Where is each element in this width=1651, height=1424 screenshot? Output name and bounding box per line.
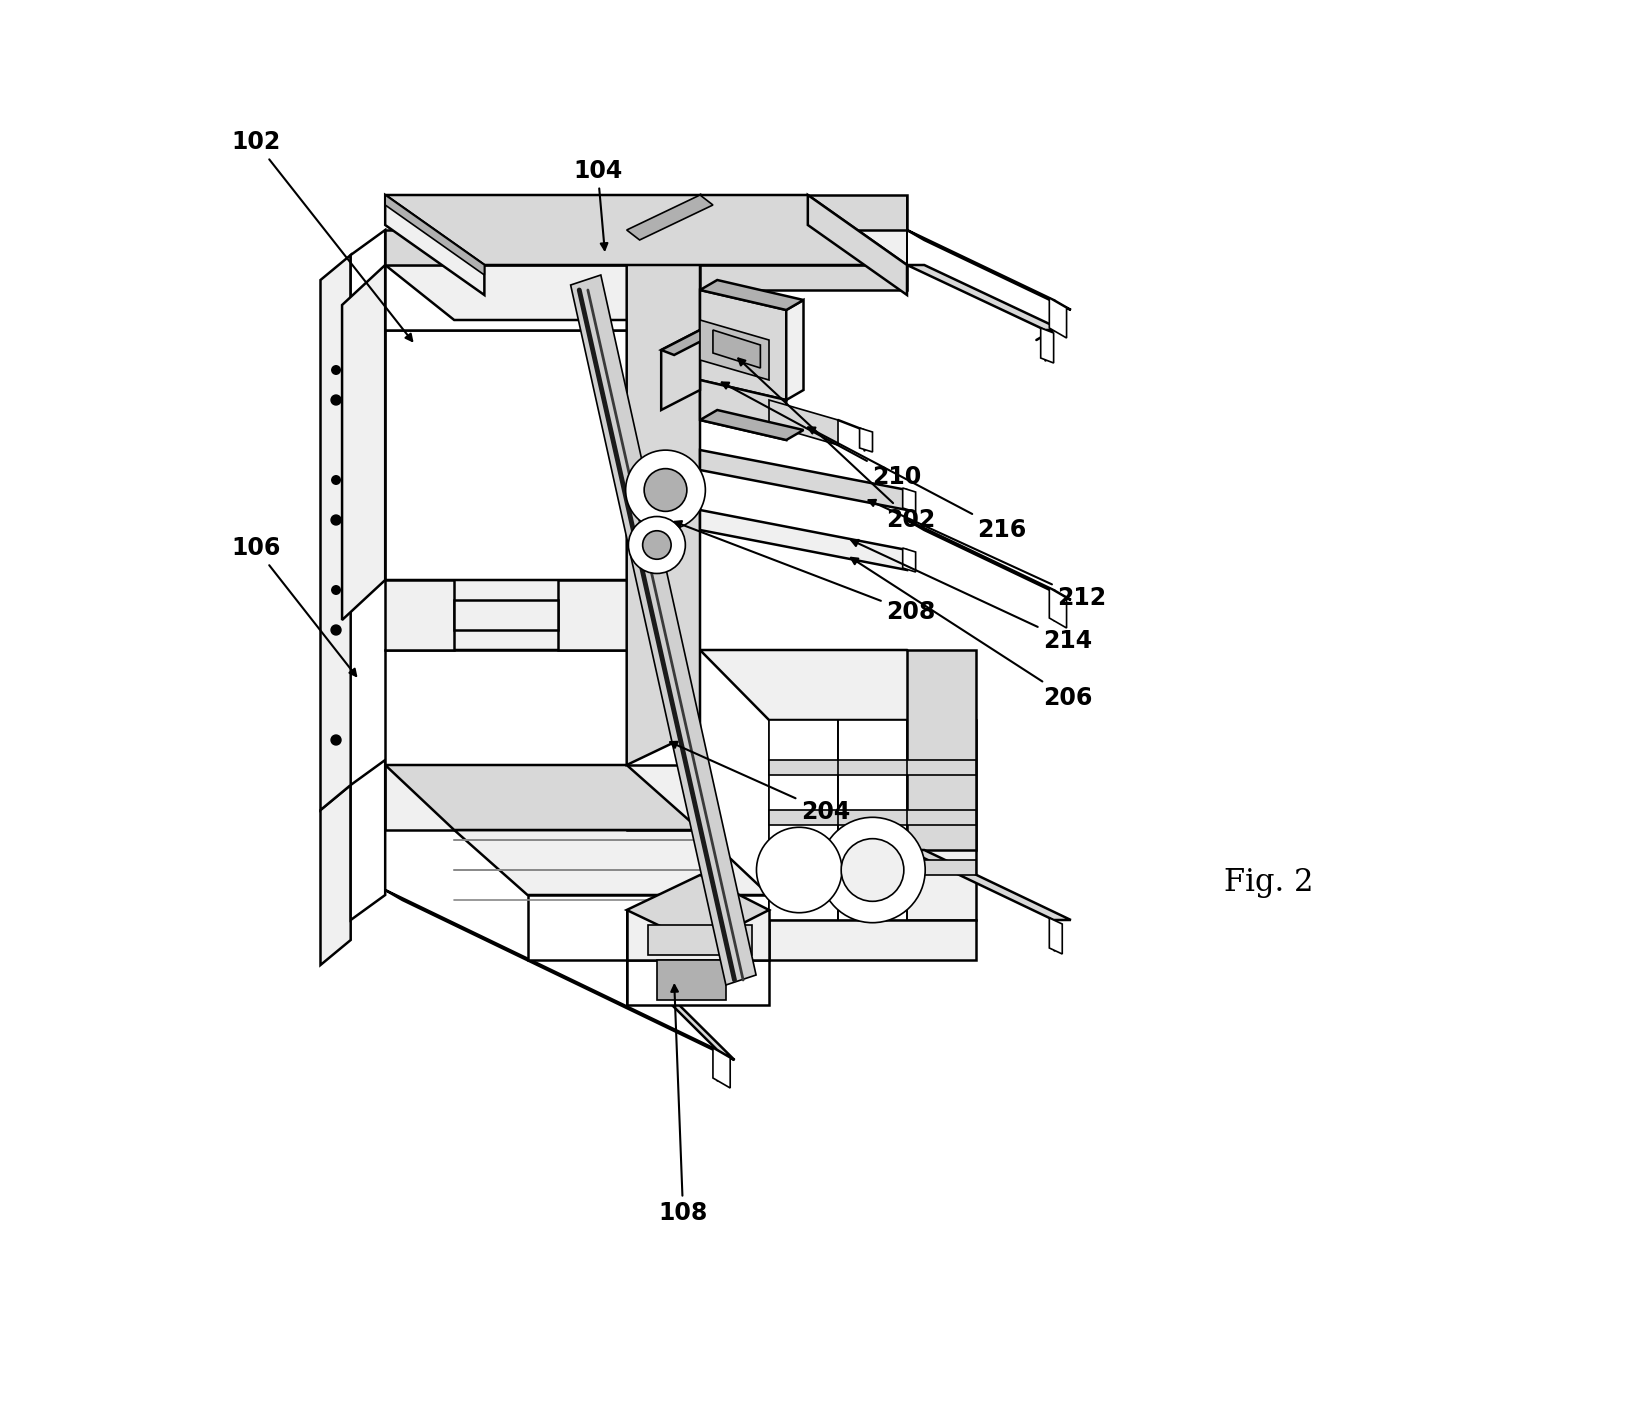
Polygon shape <box>769 920 976 960</box>
Polygon shape <box>350 760 385 920</box>
Polygon shape <box>769 400 839 444</box>
Polygon shape <box>454 830 769 896</box>
Polygon shape <box>786 300 804 400</box>
Polygon shape <box>700 510 906 570</box>
Polygon shape <box>1050 918 1062 954</box>
Text: 206: 206 <box>850 558 1093 709</box>
Polygon shape <box>657 960 726 1000</box>
Text: 216: 216 <box>807 427 1027 541</box>
Polygon shape <box>627 960 769 1005</box>
Text: 212: 212 <box>868 500 1106 609</box>
Text: 208: 208 <box>675 521 936 624</box>
Polygon shape <box>903 488 916 513</box>
Polygon shape <box>700 320 769 380</box>
Polygon shape <box>385 330 627 580</box>
Polygon shape <box>571 275 756 985</box>
Text: 102: 102 <box>231 131 413 340</box>
Polygon shape <box>350 231 385 605</box>
Polygon shape <box>627 195 700 765</box>
Polygon shape <box>627 960 735 1059</box>
Circle shape <box>332 625 342 635</box>
Circle shape <box>332 394 342 404</box>
Polygon shape <box>660 330 713 355</box>
Polygon shape <box>700 265 906 290</box>
Polygon shape <box>385 580 700 649</box>
Polygon shape <box>700 380 786 440</box>
Polygon shape <box>627 874 769 946</box>
Polygon shape <box>627 195 713 241</box>
Circle shape <box>821 817 925 923</box>
Polygon shape <box>769 815 839 920</box>
Polygon shape <box>558 580 627 649</box>
Polygon shape <box>342 265 385 619</box>
Circle shape <box>332 515 342 525</box>
Circle shape <box>626 450 705 530</box>
Polygon shape <box>700 195 906 231</box>
Polygon shape <box>320 255 350 810</box>
Polygon shape <box>385 580 454 649</box>
Circle shape <box>332 476 340 484</box>
Polygon shape <box>627 910 769 960</box>
Polygon shape <box>385 649 627 765</box>
Polygon shape <box>700 231 906 265</box>
Polygon shape <box>1040 328 1053 363</box>
Polygon shape <box>839 721 906 815</box>
Polygon shape <box>807 195 906 295</box>
Circle shape <box>840 839 903 901</box>
Polygon shape <box>860 429 872 451</box>
Circle shape <box>332 366 340 375</box>
Text: 106: 106 <box>231 537 357 676</box>
Polygon shape <box>906 649 976 850</box>
Polygon shape <box>903 548 916 572</box>
Polygon shape <box>1050 298 1067 337</box>
Polygon shape <box>385 765 454 830</box>
Polygon shape <box>906 265 1062 330</box>
Polygon shape <box>769 760 976 775</box>
Polygon shape <box>700 450 906 510</box>
Polygon shape <box>713 1048 730 1088</box>
Polygon shape <box>385 265 627 330</box>
Polygon shape <box>769 810 976 824</box>
Polygon shape <box>385 195 906 265</box>
Polygon shape <box>385 765 700 830</box>
Circle shape <box>756 827 842 913</box>
Polygon shape <box>660 330 700 410</box>
Polygon shape <box>700 290 786 400</box>
Polygon shape <box>906 850 1071 920</box>
Text: 104: 104 <box>573 159 622 251</box>
Polygon shape <box>528 896 769 960</box>
Text: 204: 204 <box>670 742 850 823</box>
Polygon shape <box>320 785 350 965</box>
Polygon shape <box>769 860 976 874</box>
Polygon shape <box>385 195 484 275</box>
Polygon shape <box>906 520 1071 600</box>
Circle shape <box>629 517 685 574</box>
Polygon shape <box>769 721 976 920</box>
Polygon shape <box>769 721 839 815</box>
Text: 214: 214 <box>852 540 1093 652</box>
Polygon shape <box>700 649 976 721</box>
Polygon shape <box>713 330 761 367</box>
Circle shape <box>642 531 670 560</box>
Polygon shape <box>385 231 627 265</box>
Polygon shape <box>1050 588 1067 628</box>
Circle shape <box>644 468 687 511</box>
Polygon shape <box>839 815 906 920</box>
Text: Fig. 2: Fig. 2 <box>1225 867 1314 899</box>
Text: 202: 202 <box>738 359 936 531</box>
Polygon shape <box>649 926 751 956</box>
Polygon shape <box>385 890 735 1059</box>
Circle shape <box>332 735 342 745</box>
Polygon shape <box>454 600 558 629</box>
Polygon shape <box>906 231 1071 310</box>
Polygon shape <box>627 765 700 830</box>
Text: 108: 108 <box>659 985 708 1225</box>
Polygon shape <box>385 195 484 295</box>
Polygon shape <box>385 265 700 320</box>
Polygon shape <box>700 410 804 440</box>
Circle shape <box>332 585 340 594</box>
Polygon shape <box>700 281 804 310</box>
Text: 210: 210 <box>721 383 921 488</box>
